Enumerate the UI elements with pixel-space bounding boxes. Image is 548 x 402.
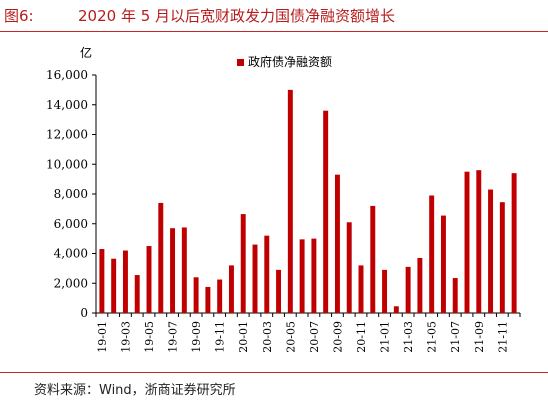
- bar-20-06: [299, 239, 305, 313]
- bar-21-04: [417, 257, 423, 313]
- legend: 政府债净融资额: [237, 54, 332, 69]
- figure-title-text: 2020 年 5 月以后宽财政发力国债净融资额增长: [78, 7, 396, 25]
- bar-21-01: [382, 269, 388, 313]
- bar-21-02: [393, 306, 399, 313]
- x-tick-label: 20-07: [308, 321, 321, 353]
- bar-20-01: [240, 214, 246, 313]
- source-note: 资料来源：Wind，浙商证券研究所: [34, 383, 236, 398]
- x-tick-label: 19-09: [190, 321, 203, 353]
- bar-19-12: [228, 265, 234, 313]
- bar-21-03: [405, 266, 411, 313]
- bar-21-10: [488, 189, 494, 313]
- x-tick-label: 19-11: [214, 321, 227, 353]
- y-tick-label: 2,000: [54, 276, 88, 290]
- figure-title: 图6: 2020 年 5 月以后宽财政发力国债净融资额增长: [4, 5, 395, 26]
- bar-19-05: [146, 246, 152, 313]
- x-tick-label: 21-03: [402, 321, 415, 353]
- bar-series: [99, 89, 517, 313]
- y-tick-label: 0: [80, 306, 88, 320]
- bar-21-12: [511, 173, 517, 313]
- bar-21-09: [476, 170, 482, 313]
- y-axis-unit: 亿: [80, 45, 92, 60]
- bar-20-04: [276, 269, 282, 313]
- bar-19-10: [205, 286, 211, 313]
- x-tick-label: 19-01: [96, 321, 109, 353]
- x-tick-label: 21-09: [473, 321, 486, 353]
- bar-19-04: [134, 275, 140, 313]
- x-tick-label: 19-03: [119, 321, 132, 353]
- x-tick-label: 21-11: [496, 321, 509, 353]
- x-tick-label: 20-03: [261, 321, 274, 353]
- y-axis: 0 2,000 4,000 6,000 8,000 10,000 12,000 14,000 1…: [46, 68, 97, 320]
- bar-21-07: [452, 278, 458, 313]
- x-tick-label: 21-05: [426, 321, 439, 353]
- bar-19-06: [158, 202, 164, 313]
- bar-21-06: [440, 215, 446, 313]
- legend-label: 政府债净融资额: [248, 54, 332, 69]
- y-tick-label: 8,000: [54, 187, 88, 201]
- x-tick-label: 19-05: [143, 321, 156, 353]
- bar-19-08: [181, 227, 187, 313]
- bar-20-05: [287, 89, 293, 313]
- bar-20-02: [252, 244, 258, 313]
- bar-20-11: [358, 265, 364, 313]
- x-tick-label: 20-09: [331, 321, 344, 353]
- bar-19-02: [111, 258, 117, 313]
- x-tick-label: 19-07: [167, 321, 180, 353]
- y-tick-label: 6,000: [54, 217, 88, 231]
- y-tick-label: 4,000: [54, 247, 88, 261]
- x-tick-label: 20-05: [284, 321, 297, 353]
- y-tick-label: 12,000: [46, 128, 88, 142]
- bar-20-03: [264, 235, 270, 313]
- bar-21-11: [499, 202, 505, 313]
- bar-19-01: [99, 249, 105, 313]
- bar-20-09: [334, 174, 340, 313]
- x-tick-label: 21-01: [379, 321, 392, 353]
- bar-21-05: [429, 195, 435, 313]
- bar-20-10: [346, 222, 352, 313]
- y-tick-label: 16,000: [46, 68, 88, 82]
- bar-19-11: [217, 279, 223, 313]
- legend-swatch: [237, 59, 244, 66]
- x-tick-label: 21-07: [449, 321, 462, 353]
- figure-label: 图6:: [4, 7, 34, 25]
- x-tick-label: 20-11: [355, 321, 368, 353]
- bar-21-08: [464, 171, 470, 313]
- x-axis: 19-01 19-03 19-05 19-07 19-09 19-11 20-01 20-03…: [95, 312, 521, 353]
- bar-chart: 亿 政府债净融资额 0 2,000 4,000 6,000 8,000 10,000 12,…: [46, 45, 521, 353]
- bar-19-09: [193, 277, 199, 313]
- bar-19-07: [170, 228, 176, 313]
- title-rule: [0, 31, 548, 32]
- bar-20-08: [323, 110, 329, 313]
- source-rule: [0, 372, 548, 373]
- y-tick-label: 14,000: [46, 98, 88, 112]
- bar-19-03: [122, 250, 128, 313]
- bar-20-07: [311, 238, 317, 313]
- y-tick-label: 10,000: [46, 157, 88, 171]
- x-tick-label: 20-01: [237, 321, 250, 353]
- bar-20-12: [370, 205, 376, 313]
